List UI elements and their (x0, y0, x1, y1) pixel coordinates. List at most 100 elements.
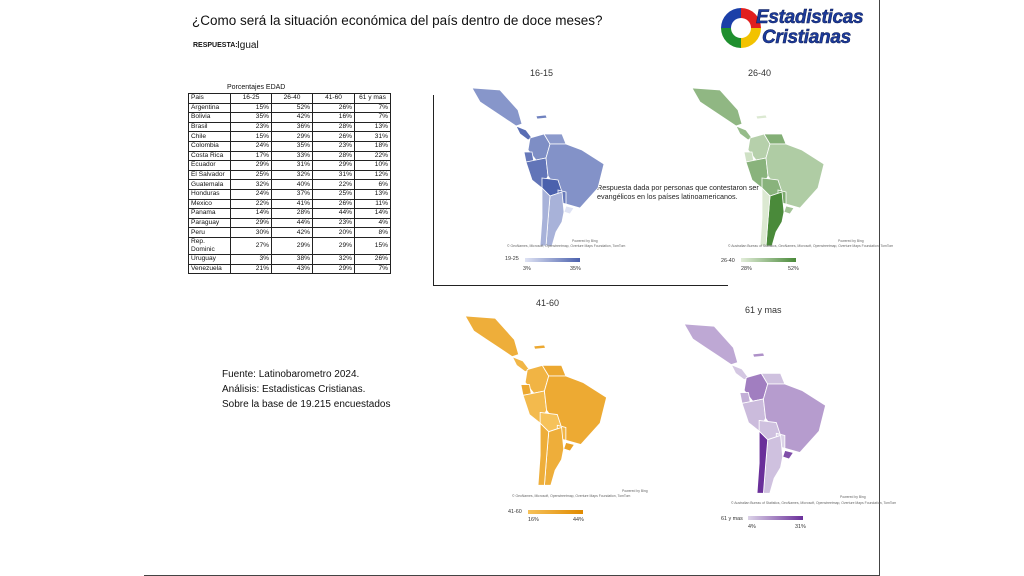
percent-cell: 27% (230, 236, 272, 255)
legend-gradient (525, 258, 580, 262)
legend-gradient (528, 510, 583, 514)
percent-cell: 42% (271, 227, 313, 238)
legend-max: 44% (573, 517, 584, 523)
percent-cell: 26% (312, 131, 355, 142)
country-cell: Chile (188, 131, 231, 142)
country-region-caribbean (533, 344, 547, 350)
country-region-caribbean (535, 114, 548, 120)
percent-cell: 38% (271, 253, 313, 265)
map-attribution: © GeoNames, Microsoft, Openstreetmap, Ov… (507, 244, 626, 248)
percent-cell: 22% (312, 179, 355, 190)
percent-cell: 37% (271, 188, 313, 200)
legend-max: 35% (570, 266, 581, 272)
percent-cell: 22% (354, 150, 391, 162)
country-region-central-america (730, 363, 750, 381)
percent-cell: 31% (354, 131, 391, 142)
source-line-3: Sobre la base de 19.215 encuestados (222, 399, 391, 410)
country-region-uruguay (782, 449, 795, 460)
respuesta-label: RESPUESTA: (193, 42, 238, 49)
percent-cell: 13% (354, 188, 391, 200)
percent-cell: 15% (354, 236, 391, 255)
percent-cell: 44% (312, 208, 355, 219)
map-61-y-mas (682, 314, 832, 499)
table-row: Venezuela 21% 43% 29% 7% (188, 263, 391, 275)
percent-cell: 17% (230, 150, 272, 162)
divider-line (433, 95, 434, 285)
table-row: Costa Rica 17% 33% 28% 22% (188, 150, 391, 162)
country-region-chile (756, 430, 769, 494)
country-cell: Peru (188, 227, 231, 238)
legend-max: 31% (795, 524, 806, 530)
percent-cell: 29% (230, 217, 272, 229)
header-26-40: 26-40 (271, 93, 313, 104)
country-region-chile (759, 187, 771, 247)
country-region-mexico (464, 315, 520, 358)
percent-cell: 7% (354, 102, 391, 114)
respuesta-value: Igual (237, 40, 259, 51)
legend-gradient (748, 516, 803, 520)
percent-cell: 23% (312, 217, 355, 229)
table-row: Honduras 24% 37% 25% 13% (188, 188, 391, 200)
country-cell: Honduras (188, 188, 231, 200)
percent-cell: 41% (271, 198, 313, 210)
percent-cell: 24% (230, 188, 272, 200)
logo-word-1: Estadisticas (756, 7, 864, 29)
table-row: Ecuador 29% 31% 29% 10% (188, 160, 391, 171)
logo-emblem-icon (721, 8, 761, 48)
country-cell: Paraguay (188, 217, 231, 229)
percent-cell: 28% (312, 150, 355, 162)
table-row: Colombia 24% 35% 23% 18% (188, 140, 391, 152)
country-cell: Costa Rica (188, 150, 231, 162)
legend-min: 28% (741, 266, 752, 272)
percent-cell: 8% (354, 227, 391, 238)
table-row: Peru 30% 42% 20% 8% (188, 227, 391, 238)
percent-cell: 32% (230, 179, 272, 190)
table-header-row: Pais 16-25 26-40 41-60 61 y mas (188, 93, 391, 104)
estadisticas-cristianas-logo: Estadisticas Cristianas (718, 3, 868, 53)
country-cell: El Salvador (188, 169, 231, 181)
country-cell: Rep. Dominic (188, 236, 231, 255)
table-row: Panama 14% 28% 44% 14% (188, 208, 391, 219)
country-cell: Colombia (188, 140, 231, 152)
table-row: Bolivia 35% 42% 16% 7% (188, 112, 391, 123)
percent-cell: 4% (354, 217, 391, 229)
percent-cell: 52% (271, 102, 313, 114)
percent-cell: 21% (230, 263, 272, 275)
percent-cell: 44% (271, 217, 313, 229)
page-title: ¿Como será la situación económica del pa… (192, 13, 603, 28)
percent-cell: 29% (271, 236, 313, 255)
percent-cell: 14% (230, 208, 272, 219)
country-region-uruguay (783, 205, 795, 215)
percent-cell: 32% (312, 253, 355, 265)
percent-cell: 26% (312, 198, 355, 210)
header-pais: Pais (188, 93, 231, 104)
country-cell: Panama (188, 208, 231, 219)
table-row: Rep. Dominic 27% 29% 29% 15% (188, 236, 391, 255)
map-title-26-40: 26-40 (748, 68, 772, 78)
legend-min: 16% (528, 517, 539, 523)
header-41-60: 41-60 (312, 93, 355, 104)
percent-cell: 35% (271, 140, 313, 152)
country-region-central-america (735, 125, 753, 141)
country-region-chile (539, 187, 551, 247)
percent-cell: 42% (271, 112, 313, 123)
legend-max: 52% (788, 266, 799, 272)
table-row: Paraguay 29% 44% 23% 4% (188, 217, 391, 229)
country-cell: Venezuela (188, 263, 231, 275)
percent-cell: 12% (354, 169, 391, 181)
table-row: Guatemala 32% 40% 22% 6% (188, 179, 391, 190)
legend-gradient (741, 258, 796, 262)
percent-cell: 7% (354, 263, 391, 275)
table-row: El Salvador 25% 32% 31% 12% (188, 169, 391, 181)
percent-cell: 35% (230, 112, 272, 123)
country-region-chile (537, 422, 550, 486)
percent-cell: 29% (312, 160, 355, 171)
map-powered-by: Powered by Bing (840, 495, 866, 499)
legend-min: 4% (748, 524, 756, 530)
header-61-y-mas: 61 y mas (354, 93, 391, 104)
source-line-2: Análisis: Estadisticas Cristianas. (222, 384, 366, 395)
map-powered-by: Powered by Bing (572, 239, 598, 243)
percent-cell: 15% (230, 131, 272, 142)
percent-cell: 29% (312, 263, 355, 275)
map-attribution: © GeoNames, Microsoft, Openstreetmap, Ov… (512, 494, 631, 498)
